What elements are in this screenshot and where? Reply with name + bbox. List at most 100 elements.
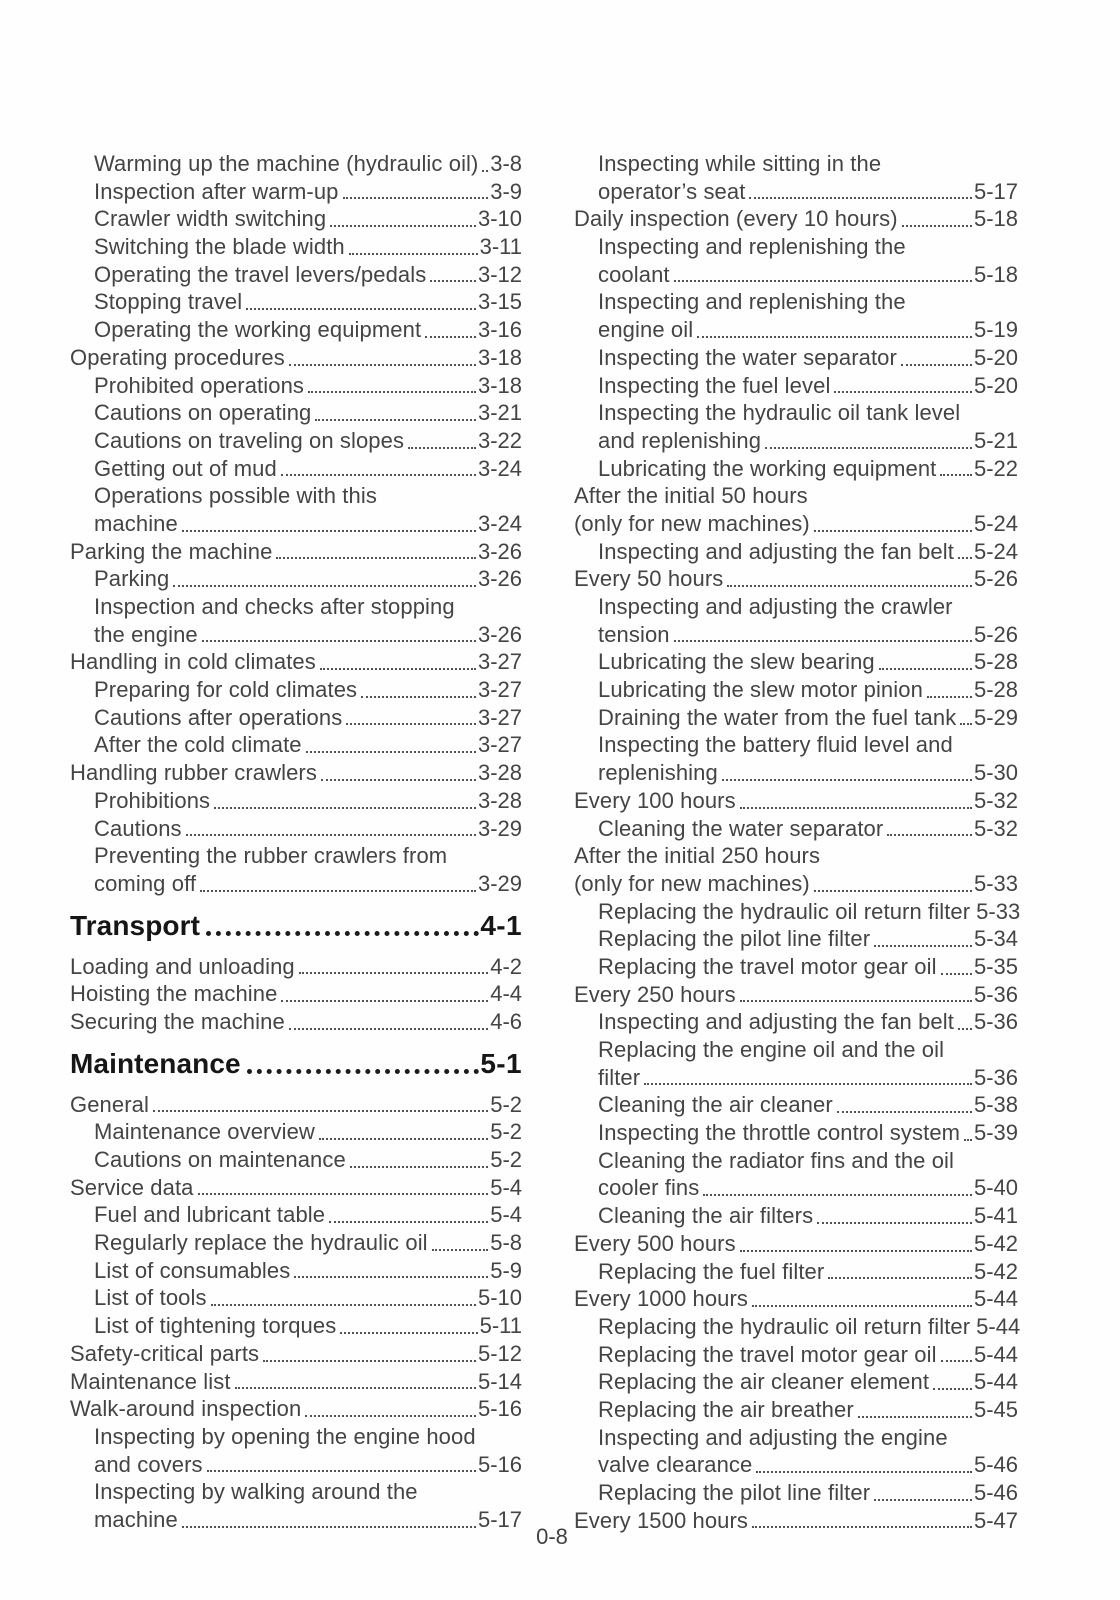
toc-entry-text: machine xyxy=(94,1506,178,1532)
toc-entry-page-number: 3-26 xyxy=(477,566,522,592)
toc-entry-text: the engine xyxy=(94,621,198,647)
toc-entry-page-number: 5-20 xyxy=(973,344,1018,370)
toc-entry-page-number: 5-26 xyxy=(973,566,1018,592)
dotted-leader xyxy=(276,557,476,560)
dotted-leader xyxy=(817,1221,972,1224)
toc-entry-text: and replenishing xyxy=(598,427,762,453)
toc-entry-page-number: 5-24 xyxy=(973,510,1018,536)
toc-entry-text: Cautions on traveling on slopes xyxy=(94,427,405,453)
toc-entry-page-number: 5-28 xyxy=(973,649,1018,675)
toc-entry: Cleaning the radiator fins and the oil xyxy=(574,1147,1018,1175)
toc-entry-page-number: 5-2 xyxy=(490,1119,522,1145)
dotted-leader xyxy=(280,474,476,477)
toc-entry-text: Inspecting and adjusting the crawler xyxy=(598,594,953,619)
dotted-leader xyxy=(874,1498,972,1501)
toc-entry: Maintenance overview 5-2 xyxy=(70,1118,522,1146)
toc-entry-text: replenishing xyxy=(598,760,718,786)
toc-entry-text: Replacing the hydraulic oil return filte… xyxy=(598,1313,971,1339)
toc-entry: Operating the travel levers/pedals 3-12 xyxy=(70,261,522,289)
toc-entry-page-number: 5-32 xyxy=(973,815,1018,841)
toc-entry-page-number: 5-35 xyxy=(973,953,1018,979)
dotted-leader xyxy=(263,1359,476,1362)
page-number: 0-8 xyxy=(536,1524,568,1549)
toc-right-column: Inspecting while sitting in the operator’… xyxy=(574,150,1020,1534)
dotted-leader xyxy=(349,1165,489,1168)
toc-entry-text: Lubricating the slew motor pinion xyxy=(598,677,923,703)
toc-entry-text: Securing the machine xyxy=(70,1008,285,1034)
dotted-leader xyxy=(305,751,476,754)
dotted-leader xyxy=(361,695,476,698)
toc-section-header: Transport 4-1 xyxy=(70,908,522,944)
toc-entry: Inspecting the throttle control system 5-… xyxy=(574,1119,1018,1147)
toc-entry-text: Hoisting the machine xyxy=(70,981,278,1007)
toc-entry: Lubricating the slew bearing 5-28 xyxy=(574,648,1018,676)
toc-entry: machine 5-17 xyxy=(70,1506,522,1534)
dotted-leader xyxy=(201,640,476,643)
toc-entry-text: Cautions on operating xyxy=(94,400,312,426)
toc-entry-text: Inspection after warm-up xyxy=(94,178,339,204)
toc-entry-page-number: 3-24 xyxy=(477,455,522,481)
toc-entry: Every 250 hours 5-36 xyxy=(574,981,1018,1009)
toc-entry: machine 3-24 xyxy=(70,510,522,538)
toc-entry-page-number: 3-27 xyxy=(477,732,522,758)
toc-entry-text: Preparing for cold climates xyxy=(94,677,358,703)
dotted-leader xyxy=(765,446,972,449)
dotted-leader xyxy=(330,225,476,228)
toc-entry-page-number: 5-44 xyxy=(973,1369,1018,1395)
toc-entry-text: Inspecting the battery fluid level and xyxy=(598,732,953,758)
toc-entry-text: Every 250 hours xyxy=(574,981,736,1007)
toc-entry: and replenishing 5-21 xyxy=(574,427,1018,455)
toc-entry-text: Inspecting the hydraulic oil tank level xyxy=(598,400,961,426)
toc-entry: Preparing for cold climates 3-27 xyxy=(70,676,522,704)
dotted-leader xyxy=(329,1221,489,1224)
toc-entry-page-number: 3-27 xyxy=(477,677,522,703)
toc-entry-page-number: 5-18 xyxy=(973,261,1018,287)
toc-entry: Inspecting by walking around the xyxy=(70,1478,522,1506)
toc-entry-text: (only for new machines) xyxy=(574,510,810,536)
toc-entry: Cleaning the water separator 5-32 xyxy=(574,815,1018,843)
toc-entry-text: General xyxy=(70,1091,149,1117)
toc-entry: Inspection and checks after stopping xyxy=(70,593,522,621)
dotted-leader xyxy=(887,834,972,837)
dotted-leader xyxy=(200,889,476,892)
toc-entry: Every 100 hours 5-32 xyxy=(574,787,1018,815)
toc-entry-page-number: 5-14 xyxy=(477,1368,522,1394)
dotted-leader xyxy=(308,391,476,394)
dotted-leader xyxy=(185,834,476,837)
toc-entry-page-number: 5-11 xyxy=(479,1313,522,1339)
toc-entry-page-number: 5-16 xyxy=(477,1451,522,1477)
toc-entry-page-number: 5-46 xyxy=(973,1480,1018,1505)
toc-entry-text: cooler fins xyxy=(598,1175,700,1201)
toc-entry-text: Inspecting and replenishing the xyxy=(598,289,906,315)
toc-entry: Cautions after operations 3-27 xyxy=(70,704,522,732)
toc-entry-text: Every 500 hours xyxy=(574,1230,736,1256)
toc-entry: Replacing the air cleaner element 5-44 xyxy=(574,1368,1018,1396)
dotted-leader xyxy=(749,197,972,200)
toc-entry-page-number: 3-29 xyxy=(477,870,522,896)
toc-entry-page-number: 3-9 xyxy=(490,178,522,204)
toc-entry: Inspecting and replenishing the xyxy=(574,233,1018,261)
dotted-leader xyxy=(703,1194,972,1197)
dotted-leader xyxy=(206,930,480,936)
toc-entry: Replacing the engine oil and the oil xyxy=(574,1036,1018,1064)
toc-entry-page-number: 5-36 xyxy=(973,981,1018,1007)
dotted-leader xyxy=(813,889,972,892)
toc-entry: Inspecting and replenishing the xyxy=(574,288,1018,316)
toc-entry: Cleaning the air cleaner 5-38 xyxy=(574,1091,1018,1119)
dotted-leader xyxy=(739,1000,972,1003)
toc-entry-text: Service data xyxy=(70,1174,194,1200)
toc-entry: Daily inspection (every 10 hours) 5-18 xyxy=(574,205,1018,233)
toc-entry-text: After the initial 250 hours xyxy=(574,843,821,869)
toc-entry-text: Cleaning the water separator xyxy=(598,815,884,841)
toc-entry-page-number: 5-2 xyxy=(490,1147,522,1172)
toc-entry-page-number: 5-10 xyxy=(477,1285,522,1311)
toc-entry-page-number: 4-2 xyxy=(490,953,522,979)
toc-entry: Inspecting the hydraulic oil tank level xyxy=(574,399,1018,427)
dotted-leader xyxy=(342,197,489,200)
toc-entry-page-number: 3-28 xyxy=(477,787,522,813)
dotted-leader xyxy=(206,1470,476,1473)
toc-entry-page-number: 3-27 xyxy=(477,704,522,730)
toc-entry-page-number: 3-12 xyxy=(477,261,522,287)
toc-entry-text: Every 1000 hours xyxy=(574,1286,749,1312)
toc-entry-page-number: 5-45 xyxy=(973,1396,1018,1422)
